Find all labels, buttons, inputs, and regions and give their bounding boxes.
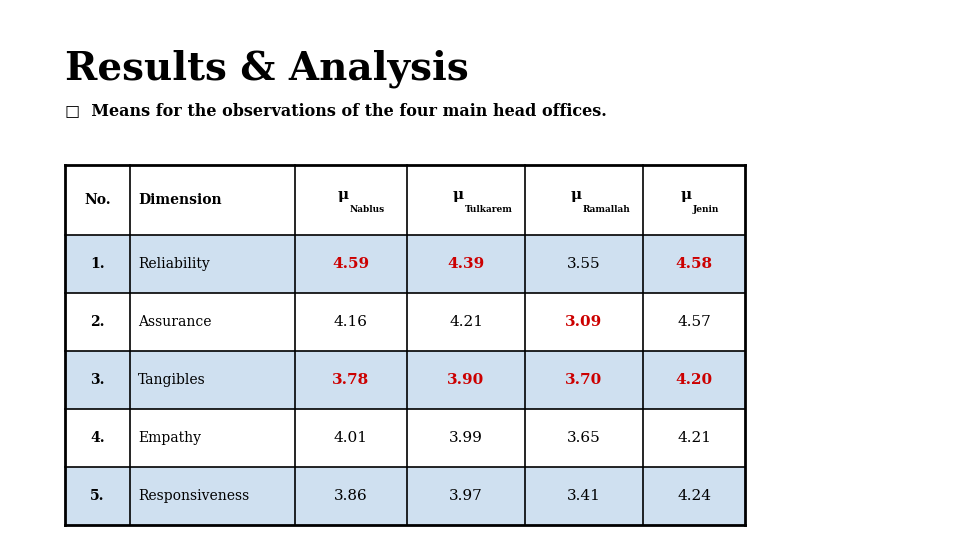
Text: 1.: 1. bbox=[90, 257, 105, 271]
Text: 4.: 4. bbox=[90, 431, 105, 445]
Bar bbox=[65, 467, 745, 525]
Text: No.: No. bbox=[84, 193, 110, 207]
Text: 3.99: 3.99 bbox=[449, 431, 483, 445]
Text: 4.24: 4.24 bbox=[677, 489, 711, 503]
Text: 3.55: 3.55 bbox=[567, 257, 601, 271]
Text: μ: μ bbox=[571, 188, 582, 202]
Text: Empathy: Empathy bbox=[138, 431, 201, 445]
Text: Reliability: Reliability bbox=[138, 257, 209, 271]
Text: 4.01: 4.01 bbox=[334, 431, 368, 445]
Text: Nablus: Nablus bbox=[350, 205, 385, 214]
Text: 3.09: 3.09 bbox=[565, 315, 603, 329]
Text: Results & Analysis: Results & Analysis bbox=[65, 50, 468, 89]
Text: 3.90: 3.90 bbox=[447, 373, 485, 387]
Text: 3.78: 3.78 bbox=[332, 373, 370, 387]
Text: 4.20: 4.20 bbox=[676, 373, 712, 387]
Text: Responsiveness: Responsiveness bbox=[138, 489, 250, 503]
Text: 3.41: 3.41 bbox=[567, 489, 601, 503]
Text: μ: μ bbox=[338, 188, 349, 202]
Bar bbox=[65, 351, 745, 409]
Text: 4.21: 4.21 bbox=[449, 315, 483, 329]
Text: Jenin: Jenin bbox=[693, 205, 719, 214]
Bar bbox=[65, 165, 745, 235]
Text: 4.21: 4.21 bbox=[677, 431, 711, 445]
Text: 4.57: 4.57 bbox=[677, 315, 710, 329]
Text: 4.58: 4.58 bbox=[676, 257, 712, 271]
Text: μ: μ bbox=[453, 188, 464, 202]
Text: μ: μ bbox=[681, 188, 692, 202]
Text: Assurance: Assurance bbox=[138, 315, 211, 329]
Text: 3.65: 3.65 bbox=[567, 431, 601, 445]
Text: 3.70: 3.70 bbox=[565, 373, 603, 387]
Text: Dimension: Dimension bbox=[138, 193, 222, 207]
Text: 2.: 2. bbox=[90, 315, 105, 329]
Text: 3.: 3. bbox=[90, 373, 105, 387]
Text: 5.: 5. bbox=[90, 489, 105, 503]
Text: 4.39: 4.39 bbox=[447, 257, 485, 271]
Text: Tulkarem: Tulkarem bbox=[465, 205, 513, 214]
Bar bbox=[65, 235, 745, 293]
Text: 3.97: 3.97 bbox=[449, 489, 483, 503]
Text: 4.16: 4.16 bbox=[334, 315, 368, 329]
Text: Tangibles: Tangibles bbox=[138, 373, 205, 387]
Text: Ramallah: Ramallah bbox=[583, 205, 631, 214]
Text: 3.86: 3.86 bbox=[334, 489, 368, 503]
Text: □  Means for the observations of the four main head offices.: □ Means for the observations of the four… bbox=[65, 102, 607, 119]
Text: 4.59: 4.59 bbox=[332, 257, 370, 271]
